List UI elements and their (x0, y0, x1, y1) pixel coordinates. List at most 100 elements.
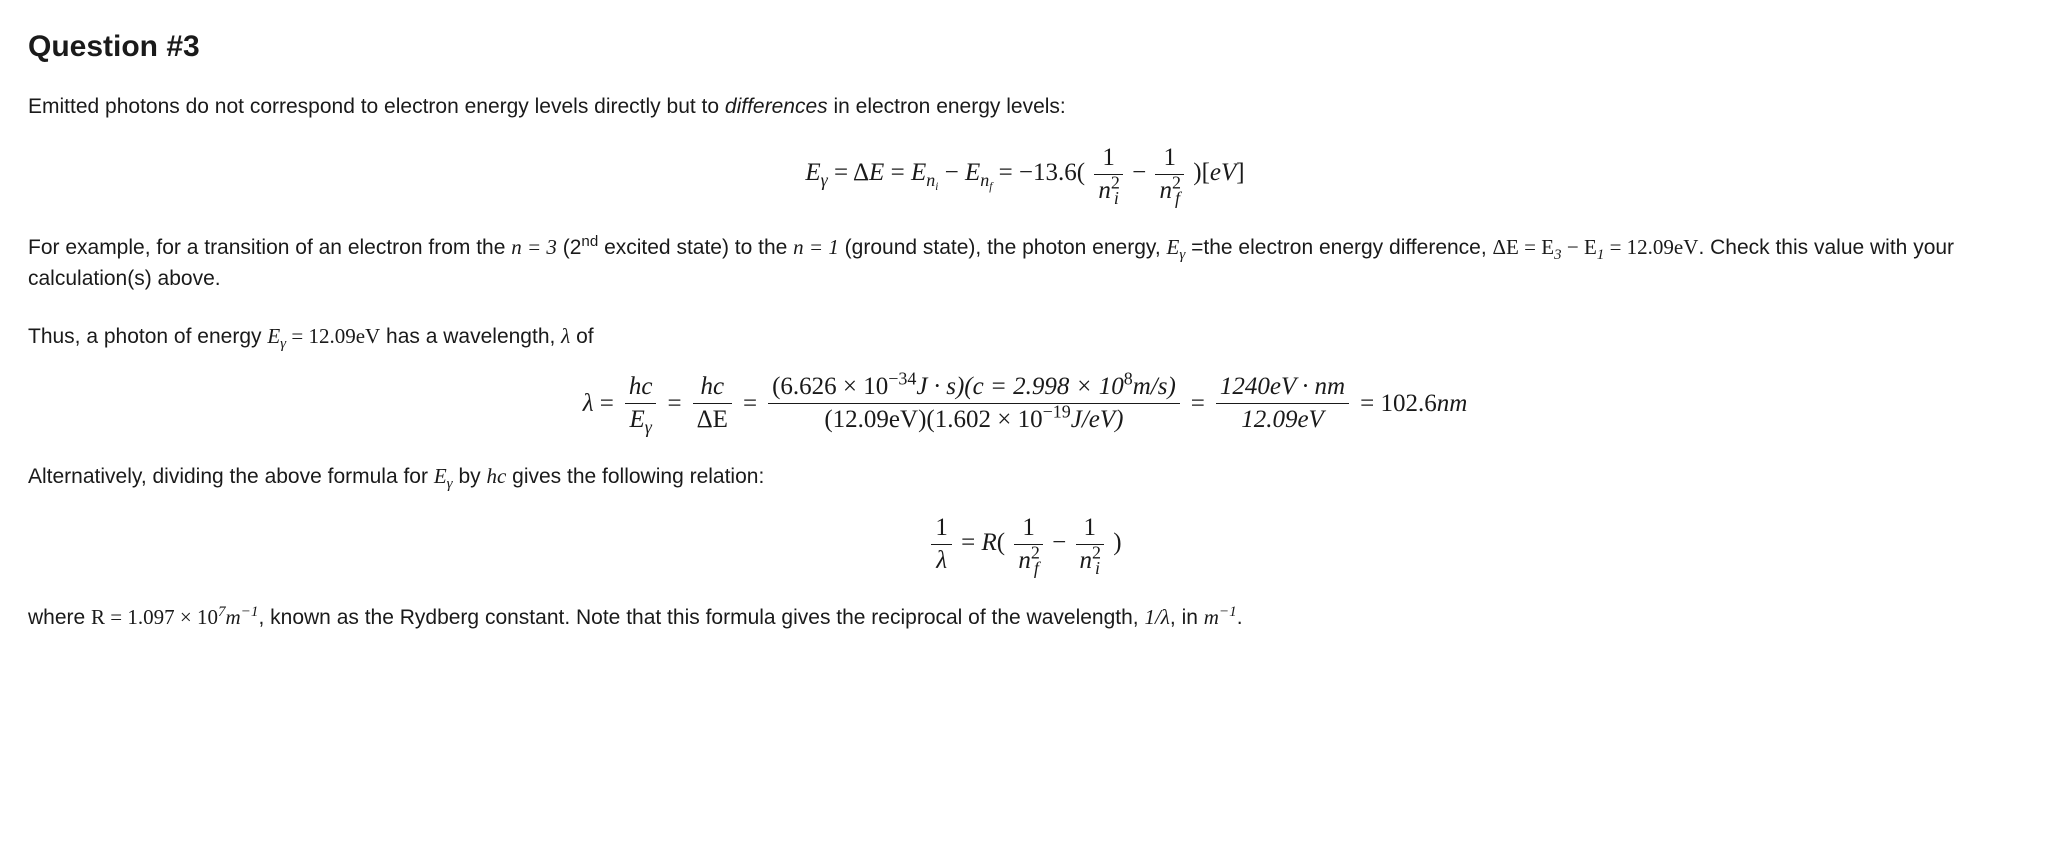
R-val: R = 1.097 × 10 (91, 605, 218, 629)
var-n3: n (1018, 547, 1031, 574)
paren-open: ( (997, 529, 1005, 556)
eq-c: = (743, 385, 757, 423)
fraction-long: (6.626 × 10−34J · s)(c = 2.998 × 108m/s)… (768, 372, 1180, 435)
unit-eV: eV (1210, 159, 1236, 186)
var-E3: E (1167, 235, 1180, 259)
paragraph-alternative: Alternatively, dividing the above formul… (28, 461, 2022, 493)
math-deltaE: ΔE = E3 − E1 = 12.09eV (1493, 235, 1699, 259)
eq-val: = 12.09eV (1604, 235, 1698, 259)
math-Eg3: Eγ (434, 464, 453, 488)
text: excited state) to the (598, 236, 793, 259)
var-R: R (982, 529, 997, 556)
exp-34: −34 (888, 369, 916, 389)
num-a: (6.626 × 10 (772, 373, 888, 400)
text: Alternatively, dividing the above formul… (28, 465, 434, 488)
var-E: E (805, 159, 820, 186)
eq-val2: = 12.09eV (286, 324, 380, 348)
numer-1c: 1 (931, 513, 952, 545)
sub-3: 3 (1554, 247, 1562, 263)
dE: ΔE (697, 406, 728, 433)
eq-d: = (1191, 385, 1205, 423)
hc2: hc (700, 373, 724, 400)
text: where (28, 606, 91, 629)
exp-neg1b: −1 (1219, 604, 1237, 620)
minus3: − E (1562, 235, 1597, 259)
fraction-hc-dE: hc ΔE (693, 372, 732, 435)
text: has a wavelength, (380, 325, 561, 348)
var-E5: E (434, 464, 447, 488)
math-n1: n = 1 (793, 235, 839, 259)
var-E4: E (267, 324, 280, 348)
var-En: E (911, 159, 926, 186)
paren-close: ) (1113, 529, 1121, 556)
numer-1d: 1 (1014, 513, 1043, 545)
denom-ni2b: n2i (1076, 545, 1105, 576)
math-R: R = 1.097 × 107m−1 (91, 605, 258, 629)
text: gives the following relation: (506, 465, 764, 488)
text: , in (1170, 606, 1204, 629)
text: of (570, 325, 593, 348)
var-n2: n (1159, 177, 1172, 204)
minus: − (945, 159, 965, 186)
text: Thus, a photon of energy (28, 325, 267, 348)
sub-i3: i (1095, 558, 1100, 578)
numer-1: 1 (1094, 143, 1123, 175)
eq-const: = −13.6( (999, 159, 1086, 186)
text: Emitted photons do not correspond to ele… (28, 95, 725, 118)
text-dE: ΔE = E (1493, 235, 1555, 259)
var-E2: E (869, 159, 884, 186)
math-Eg2: Eγ = 12.09eV (267, 324, 380, 348)
den-1209: 12.09eV (1241, 406, 1324, 433)
numer-1b: 1 (1155, 143, 1184, 175)
math-lambda: λ (561, 324, 570, 348)
unit-m2: m (1204, 605, 1219, 629)
eq-e: = (961, 529, 981, 556)
text: . (1237, 606, 1243, 629)
exp-neg1: −1 (241, 604, 259, 620)
eq-result: = 102.6 (1360, 390, 1437, 417)
math-1lambda: 1/λ (1144, 605, 1169, 629)
sub-n: n (926, 170, 935, 190)
math-Eg: Eγ (1167, 235, 1186, 259)
denom-nf2: n2f (1155, 175, 1184, 206)
fraction-nf2: 1 n2f (1014, 513, 1043, 576)
text: =the electron energy difference, (1185, 236, 1492, 259)
paragraph-wavelength: Thus, a photon of energy Eγ = 12.09eV ha… (28, 321, 2022, 353)
sub-f3: f (1034, 558, 1039, 578)
equation-wavelength: λ = hc Eγ = hc ΔE = (6.626 × 10−34J · s)… (28, 372, 2022, 435)
unit-m: m (226, 605, 241, 629)
eq-a: = (594, 390, 614, 417)
num-1240: 1240eV · nm (1220, 373, 1345, 400)
math-hc: hc (486, 464, 506, 488)
fraction-ni2: 1 n2i (1076, 513, 1105, 576)
unit-nm: nm (1437, 390, 1468, 417)
numer-1e: 1 (1076, 513, 1105, 545)
var-n: n (1098, 177, 1111, 204)
ms: m/s) (1133, 373, 1176, 400)
sub-i: i (935, 181, 938, 193)
exp-19: −19 (1043, 402, 1071, 422)
text: , known as the Rydberg constant. Note th… (258, 606, 1144, 629)
question-heading: Question #3 (28, 24, 2022, 69)
paragraph-example: For example, for a transition of an elec… (28, 232, 2022, 295)
minus4: − (1052, 529, 1072, 556)
sub-i2: i (1114, 188, 1119, 208)
eq-sign: = Δ (834, 159, 869, 186)
sub-nf: n (980, 170, 989, 190)
fraction-1-lambda: 1 λ (931, 513, 952, 576)
text: (ground state), the photon energy, (839, 236, 1167, 259)
emphasis-differences: differences (725, 95, 828, 118)
numer-long: (6.626 × 10−34J · s)(c = 2.998 × 108m/s) (768, 372, 1180, 404)
fraction-ni: 1 n2i (1094, 143, 1123, 206)
JeV: J/eV) (1071, 406, 1124, 433)
var-n4: n (1080, 547, 1093, 574)
sub-f2: f (1175, 188, 1180, 208)
eq-b: = (667, 385, 681, 423)
denom-nf2b: n2f (1014, 545, 1043, 576)
sub-f: f (989, 181, 992, 193)
sub-gamma: γ (821, 170, 828, 190)
den-a: (12.09eV)(1.602 × 10 (824, 406, 1042, 433)
exp-7: 7 (218, 604, 226, 620)
text: (2 (557, 236, 582, 259)
paragraph-rydberg: where R = 1.097 × 107m−1, known as the R… (28, 602, 2022, 634)
